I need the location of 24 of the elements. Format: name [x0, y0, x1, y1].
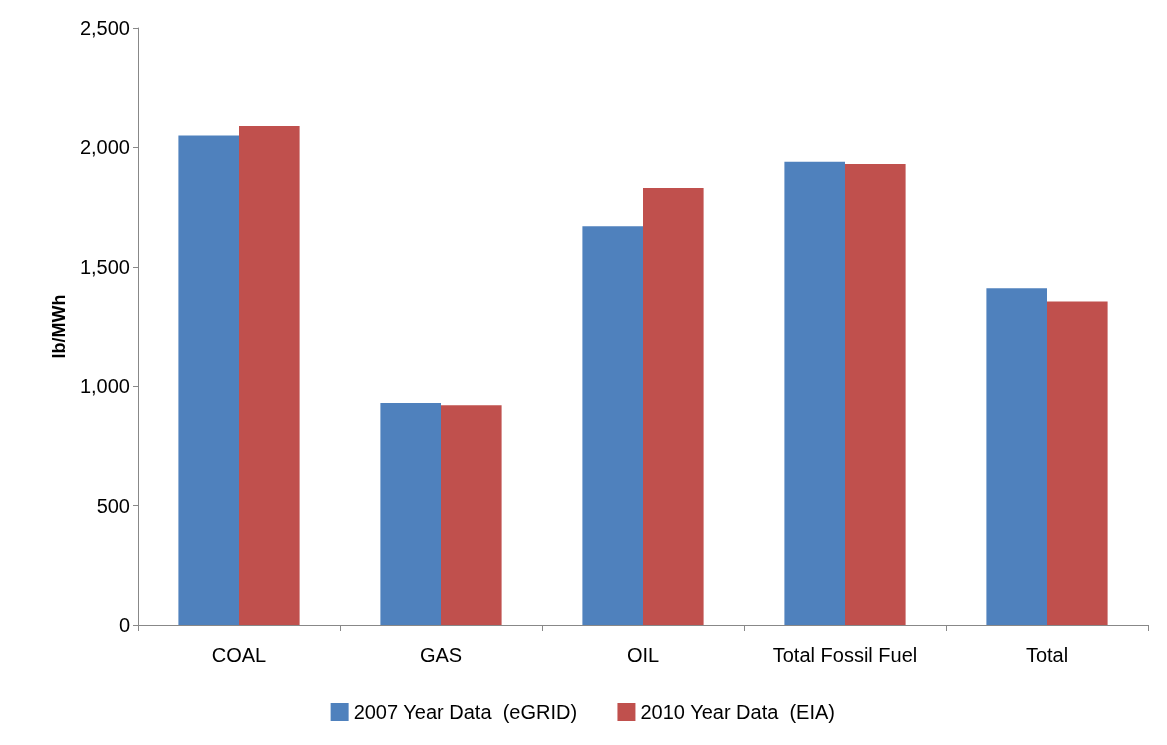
bar [441, 405, 502, 625]
bar [582, 226, 643, 625]
bar [1047, 301, 1108, 625]
x-tick-label: Total Fossil Fuel [772, 644, 918, 666]
legend-label: 2007 Year Data (eGRID) [353, 701, 578, 723]
x-tick-label: GAS [419, 644, 463, 666]
bar [784, 161, 845, 625]
bar [178, 135, 239, 625]
x-tick-label: OIL [626, 644, 660, 666]
x-tick-label: Total [1025, 644, 1069, 666]
bar [845, 164, 906, 625]
bar [380, 402, 441, 625]
x-tick-label: COAL [211, 644, 267, 666]
bar [986, 288, 1047, 625]
y-tick-label: 1,500 [79, 255, 130, 278]
y-tick-label: 500 [96, 494, 130, 517]
bar [239, 125, 300, 625]
y-tick-label: 2,500 [79, 17, 130, 39]
legend-label: 2010 Year Data (EIA) [640, 701, 836, 723]
y-tick-label: 1,000 [79, 375, 130, 398]
y-axis-title: lb/MWh [49, 294, 69, 359]
y-tick-label: 0 [118, 614, 130, 636]
y-tick-label: 2,000 [79, 136, 130, 159]
bar [643, 188, 704, 625]
